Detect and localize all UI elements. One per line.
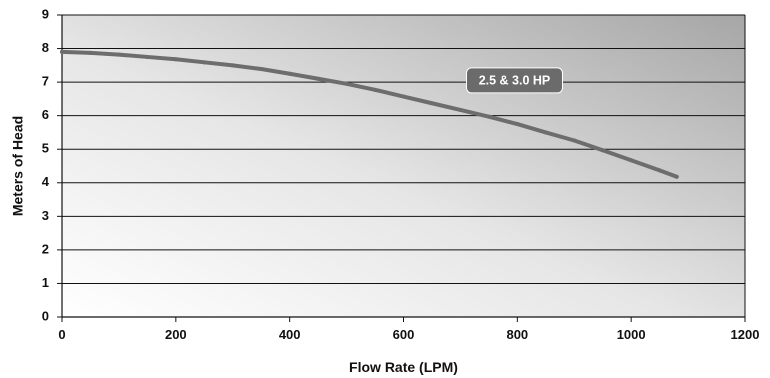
series-label-badge [465,67,563,94]
data-point [373,87,378,92]
y-tick-label: 1 [42,275,49,290]
y-tick-label: 8 [42,40,49,55]
series-annotation: 2.5 & 3.0 HP [465,67,563,94]
grid-lines [62,14,745,284]
data-point [287,71,292,76]
data-point [60,49,64,54]
data-point [230,63,235,68]
data-point [600,148,605,153]
y-tick-label: 5 [42,141,49,156]
data-point [629,158,634,163]
x-tick-label: 200 [165,327,187,342]
x-tick-label: 400 [279,327,301,342]
data-point [674,174,679,179]
series-layer [60,49,679,179]
x-tick-label: 600 [393,327,415,342]
y-tick-label: 7 [42,74,49,89]
data-point [88,50,93,55]
data-point [202,60,207,65]
data-point [515,122,520,127]
data-point [401,94,406,99]
tick-labels: 0 1 2 3 4 5 6 7 8 9 0 200 400 600 800 1000 1200 [42,6,760,342]
data-point [657,168,662,173]
data-point [572,138,577,143]
x-tick-label: 1200 [731,327,760,342]
y-tick-label: 3 [42,208,49,223]
x-tick-label: 0 [58,327,65,342]
y-tick-label: 0 [42,308,49,323]
plot-background [62,15,745,317]
axes [57,14,746,322]
data-point [116,52,121,57]
data-point [543,130,548,135]
data-point [429,101,434,106]
data-point [316,76,321,81]
y-axis-title: Meters of Head [10,116,26,216]
y-tick-label: 9 [42,6,49,21]
y-tick-label: 6 [42,107,49,122]
x-tick-label: 800 [506,327,528,342]
data-point [486,114,491,119]
data-point [458,107,463,112]
data-point [173,57,178,62]
data-point [344,81,349,86]
data-point [145,54,150,59]
data-point [259,67,264,72]
y-tick-label: 4 [42,174,50,189]
x-axis-title: Flow Rate (LPM) [349,359,458,375]
x-tick-label: 1000 [617,327,646,342]
y-tick-label: 2 [42,241,49,256]
series-label-text: 2.5 & 3.0 HP [479,74,551,88]
